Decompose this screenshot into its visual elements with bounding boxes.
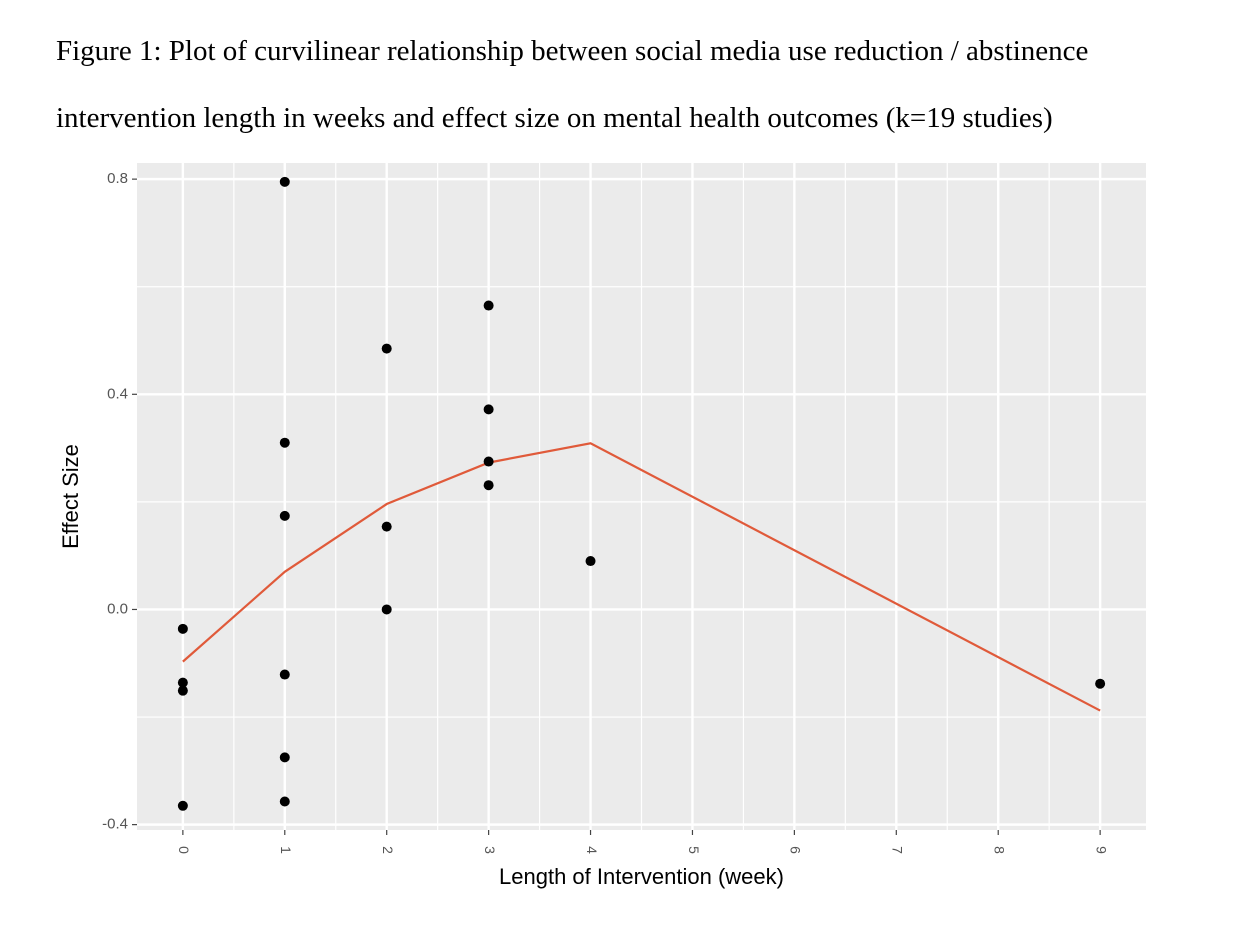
x-tick-label: 5 xyxy=(686,846,702,854)
x-tick-label: 3 xyxy=(482,846,498,854)
x-tick-labels: 0 1 2 3 4 5 6 7 8 9 xyxy=(176,846,1109,854)
data-point xyxy=(279,796,290,807)
x-tick-label: 8 xyxy=(992,846,1008,854)
y-tick-label: 0.4 xyxy=(107,385,128,402)
data-points xyxy=(177,176,1106,811)
y-tick-label: 0.0 xyxy=(107,600,128,617)
data-point xyxy=(483,456,494,467)
data-point xyxy=(279,176,290,187)
caption-line-1: Figure 1: Plot of curvilinear relationsh… xyxy=(56,35,1089,67)
y-tick-labels: 0.8 0.4 0.0 -0.4 xyxy=(102,170,128,832)
data-point xyxy=(279,752,290,763)
data-point xyxy=(177,800,188,811)
axis-ticks xyxy=(132,178,1101,835)
data-point xyxy=(381,343,392,354)
x-tick-label: 1 xyxy=(278,846,294,854)
x-tick-label: 0 xyxy=(176,846,192,854)
data-point xyxy=(177,623,188,634)
x-tick-label: 9 xyxy=(1093,846,1109,854)
x-axis-title: Length of Intervention (week) xyxy=(499,864,784,889)
major-gridlines xyxy=(137,163,1146,830)
data-point xyxy=(483,480,494,491)
data-point xyxy=(585,556,596,567)
data-point xyxy=(1095,678,1106,689)
fit-line xyxy=(182,442,1101,712)
x-tick-label: 2 xyxy=(380,846,396,854)
x-tick-label: 4 xyxy=(584,846,600,854)
figure-caption: Figure 1: Plot of curvilinear relationsh… xyxy=(56,18,1206,152)
data-point xyxy=(279,669,290,680)
y-tick-label: 0.8 xyxy=(107,170,128,187)
data-point xyxy=(279,437,290,448)
x-tick-label: 6 xyxy=(788,846,804,854)
data-point xyxy=(177,685,188,696)
minor-gridlines xyxy=(137,163,1146,830)
data-point xyxy=(483,300,494,311)
caption-line-2: intervention length in weeks and effect … xyxy=(56,102,1053,134)
data-point xyxy=(483,404,494,415)
data-point xyxy=(381,604,392,615)
y-axis-title: Effect Size xyxy=(58,444,83,549)
y-tick-label: -0.4 xyxy=(102,816,128,833)
x-tick-label: 7 xyxy=(890,846,906,854)
data-point xyxy=(381,521,392,532)
data-point xyxy=(279,510,290,521)
data-point xyxy=(177,677,188,688)
